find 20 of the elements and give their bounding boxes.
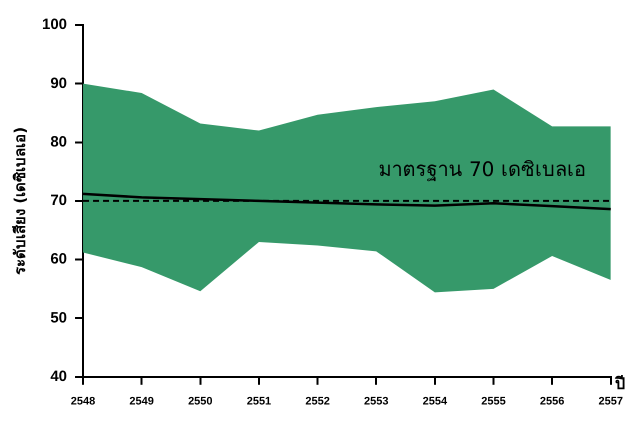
y-tick-label: 50 [50, 309, 68, 326]
x-tick-label: 2553 [364, 395, 388, 408]
x-tick-label: 2552 [305, 395, 330, 408]
y-tick-label: 40 [50, 368, 68, 385]
x-tick-label: 2557 [598, 395, 624, 408]
x-axis-title: ปี [614, 374, 625, 393]
x-tick-label: 2555 [481, 395, 506, 408]
x-tick-label: 2551 [246, 395, 272, 408]
x-tick-label: 2550 [188, 395, 213, 408]
y-tick-label: 90 [50, 74, 68, 92]
x-tick-label: 2549 [129, 395, 154, 408]
y-tick-label: 60 [50, 250, 68, 268]
ref-line-label: มาตรฐาน 70 เดซิเบลเอ [378, 157, 586, 182]
y-tick-label: 80 [50, 133, 68, 150]
x-tick-label: 2554 [422, 395, 448, 408]
y-tick-label: 100 [42, 16, 68, 34]
y-axis-title: ระดับเสียง (เดซิเบลเอ) [10, 126, 29, 275]
x-tick-label: 2556 [540, 395, 564, 408]
x-tick-label: 2548 [70, 395, 96, 408]
y-tick-label: 70 [50, 192, 68, 210]
